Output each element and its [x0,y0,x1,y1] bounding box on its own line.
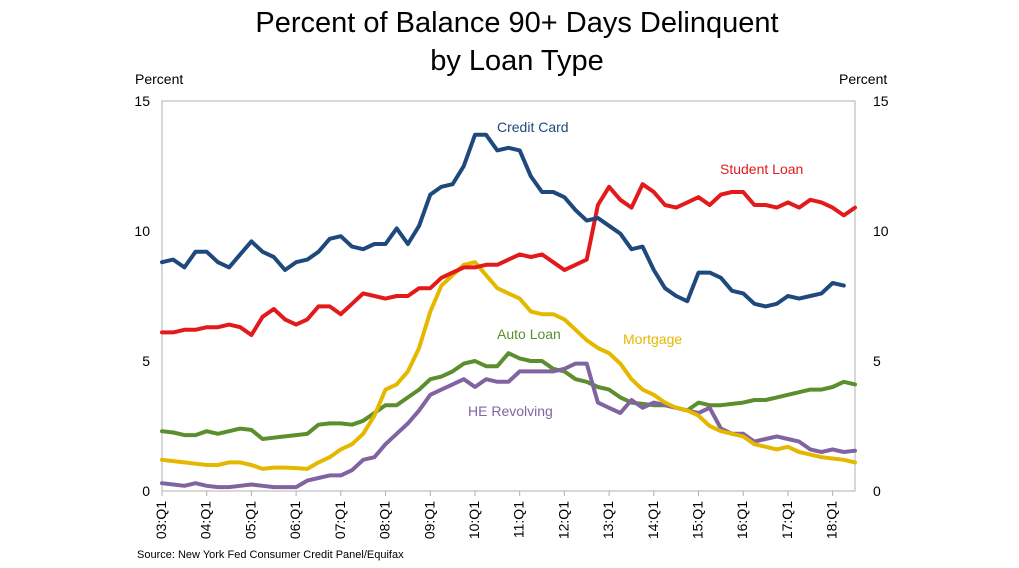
x-tick-label: 07:Q1 [332,501,348,539]
annotation-mortgage: Mortgage [623,331,682,347]
x-axis: 03:Q1 04:Q1 05:Q1 06:Q1 07:Q1 08:Q1 09:Q1 10:Q1… [153,491,840,539]
x-tick-label: 16:Q1 [734,501,750,539]
x-tick-label: 17:Q1 [779,501,795,539]
y-axis-left: 0 5 10 15 [134,93,150,499]
annotation-he-revolving: HE Revolving [468,403,553,419]
x-tick-label: 06:Q1 [287,501,303,539]
series-lines [160,132,857,490]
series-line-credit-card [160,132,846,309]
y-tick-label-left: 15 [134,93,150,109]
y-tick-label-right: 10 [873,223,889,239]
x-tick-label: 05:Q1 [242,501,258,539]
x-tick-label: 14:Q1 [645,501,661,539]
y-axis-right: 0 5 10 15 [873,93,889,499]
series-line-student-loan [160,182,857,337]
x-tick-label: 13:Q1 [600,501,616,539]
plot-area-frame [161,100,856,492]
chart-title-line-2: by Loan Type [430,45,604,77]
y-tick-label-right: 5 [873,353,881,369]
annotation-student-loan: Student Loan [720,161,803,177]
series-line-mortgage [160,260,857,471]
source-note: Source: New York Fed Consumer Credit Pan… [137,549,404,561]
x-tick-label: 18:Q1 [824,501,840,539]
series-line-auto-loan [160,351,857,441]
chart-title-line-1: Percent of Balance 90+ Days Delinquent [255,7,778,39]
x-tick-label: 09:Q1 [421,501,437,539]
y-tick-label-left: 0 [142,483,150,499]
y-axis-unit-left: Percent [135,71,183,87]
x-tick-label: 11:Q1 [511,501,527,538]
x-tick-label: 15:Q1 [690,501,706,539]
y-axis-unit-right: Percent [839,71,887,87]
x-tick-label: 08:Q1 [377,501,393,539]
y-tick-label-left: 10 [134,223,150,239]
y-tick-label-right: 0 [873,483,881,499]
x-tick-label: 12:Q1 [555,501,571,539]
annotation-credit-card: Credit Card [497,119,569,135]
x-tick-label: 03:Q1 [153,501,169,539]
annotation-auto-loan: Auto Loan [497,326,561,342]
y-tick-label-left: 5 [142,353,150,369]
x-tick-label: 04:Q1 [198,501,214,539]
x-tick-label: 10:Q1 [466,501,482,539]
y-tick-label-right: 15 [873,93,889,109]
